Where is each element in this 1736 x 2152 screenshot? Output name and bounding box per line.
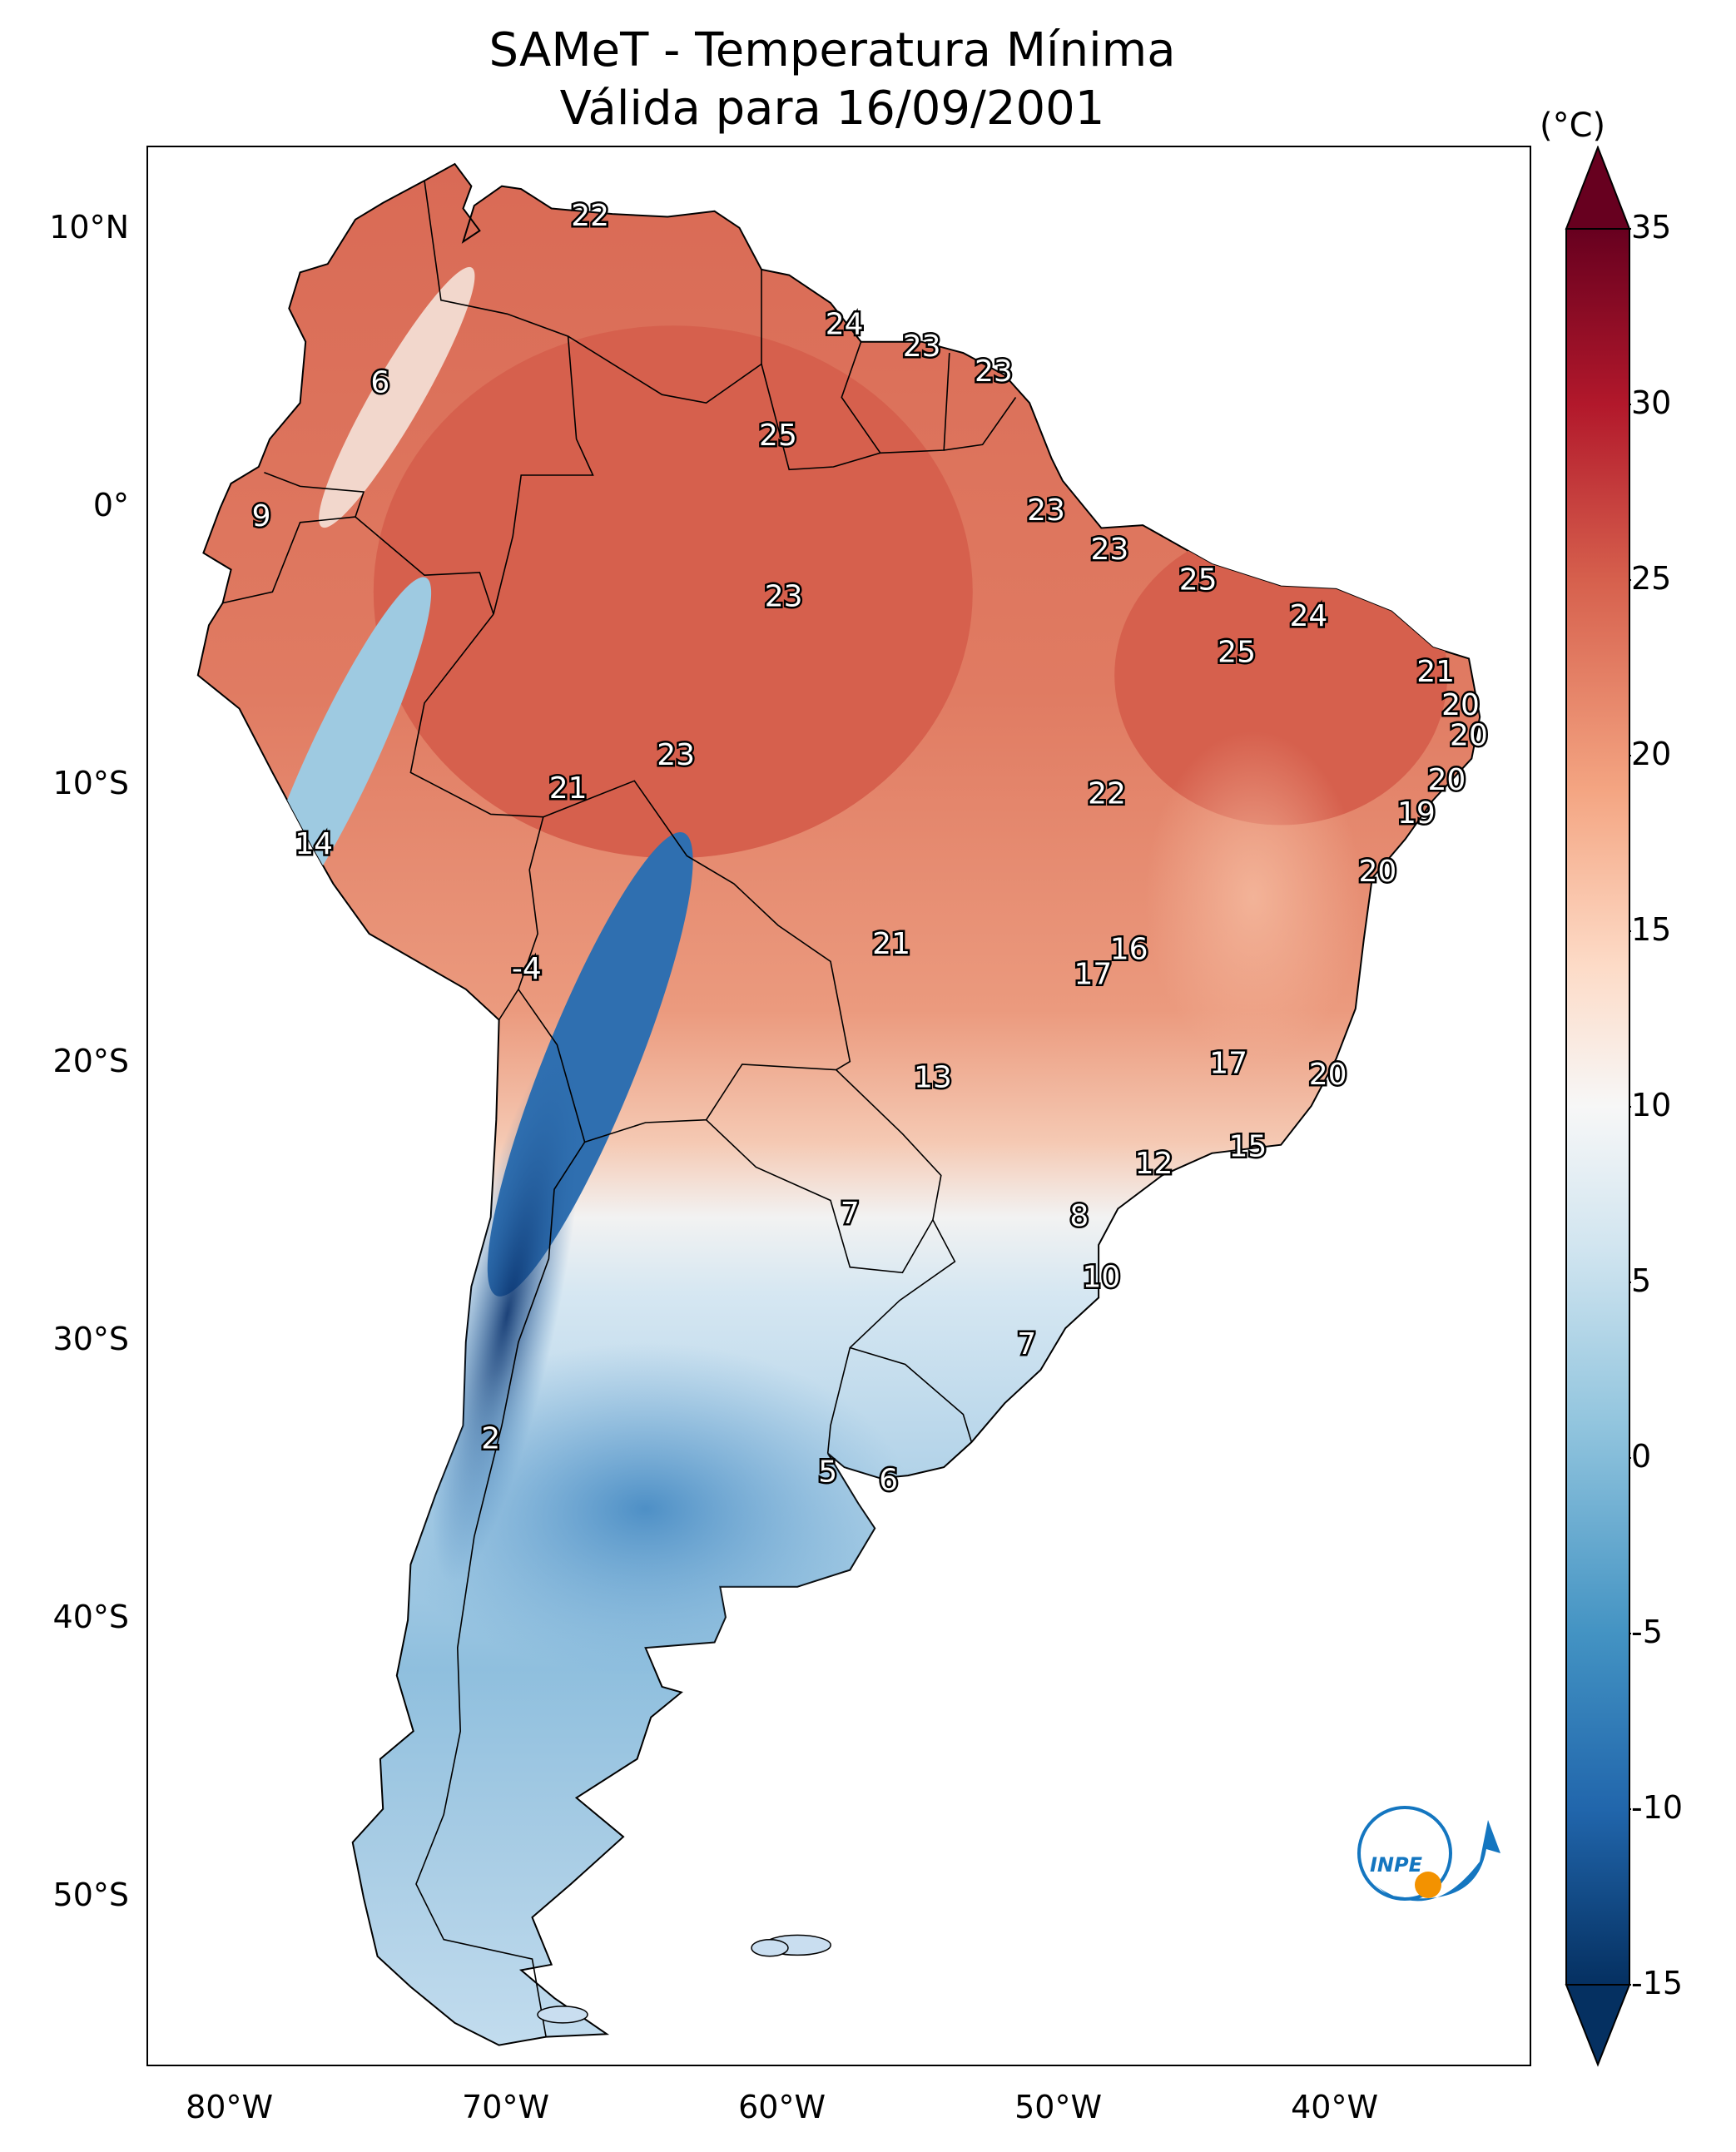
country-border — [424, 180, 594, 615]
latitude-tick-label: 20°S — [52, 1042, 129, 1079]
station-value-label: 7 — [841, 1197, 860, 1231]
island — [537, 2006, 588, 2024]
station-value-label: 5 — [818, 1455, 837, 1489]
colorbar-tick-label: 10 — [1631, 1087, 1672, 1123]
longitude-tick-label: 70°W — [462, 2089, 550, 2125]
country-border — [415, 1141, 586, 2037]
latitude-tick-label: 30°S — [52, 1320, 129, 1357]
station-value-label: 6 — [370, 365, 389, 399]
inpe-logo: INPE — [1357, 1806, 1500, 1902]
station-value-label: 8 — [1069, 1199, 1089, 1233]
latitude-tick-label: 0° — [92, 487, 129, 524]
station-value-label: 2 — [481, 1421, 500, 1455]
station-value-label: -4 — [512, 952, 542, 986]
station-value-label: 17 — [1074, 958, 1113, 992]
colorbar-unit: (°C) — [1540, 107, 1606, 145]
station-value-label: 6 — [879, 1463, 898, 1497]
colombia-andes-cool-zone — [319, 266, 475, 528]
bahia-mild-zone — [1145, 731, 1362, 1064]
country-border — [880, 353, 950, 454]
colorbar-bottom-extend — [1565, 1984, 1631, 2067]
colorbar-body — [1565, 228, 1630, 1986]
station-value-label: 23 — [975, 355, 1013, 389]
station-value-label: 20 — [1309, 1058, 1347, 1092]
colorbar-tick-label: -10 — [1631, 1789, 1684, 1826]
station-value-label: 7 — [1017, 1327, 1036, 1361]
station-value-label: 13 — [914, 1060, 952, 1094]
country-border — [944, 397, 1017, 451]
colorbar-tick-label: 5 — [1631, 1262, 1652, 1299]
colorbar — [1565, 146, 1631, 2067]
colorbar-tick-label: 15 — [1631, 911, 1672, 948]
station-value-label: 22 — [571, 199, 609, 233]
station-value-label: 24 — [1289, 599, 1327, 633]
station-value-label: 23 — [1090, 533, 1128, 567]
logo-orange-dot — [1415, 1872, 1441, 1898]
country-border — [355, 516, 494, 615]
colorbar-tick-label: 30 — [1631, 384, 1672, 421]
country-border — [518, 989, 836, 1143]
station-value-label: 9 — [252, 499, 271, 533]
station-value-label: 20 — [1427, 763, 1466, 797]
station-value-label: 23 — [765, 580, 803, 614]
longitude-tick-label: 60°W — [738, 2089, 826, 2125]
station-value-label: 21 — [872, 927, 910, 961]
colorbar-tick-label: -15 — [1631, 1965, 1684, 2001]
station-value-label: 20 — [1358, 855, 1396, 889]
station-value-label: 25 — [1179, 563, 1218, 598]
latitude-tick-label: 50°S — [52, 1876, 129, 1913]
longitude-tick-label: 80°W — [186, 2089, 274, 2125]
station-value-label: 10 — [1082, 1261, 1120, 1295]
station-value-label: 16 — [1110, 933, 1148, 967]
station-value-label: 24 — [826, 307, 864, 341]
islands — [537, 1934, 831, 2024]
station-value-label: 23 — [903, 330, 941, 364]
station-value-label: 12 — [1135, 1147, 1173, 1181]
colorbar-top-extend — [1565, 146, 1631, 230]
amazon-warm-zone — [373, 325, 973, 859]
longitude-tick-label: 40°W — [1291, 2089, 1379, 2125]
station-value-label: 17 — [1209, 1047, 1247, 1081]
latitude-tick-label: 10°N — [49, 209, 129, 246]
island — [751, 1939, 789, 1957]
station-value-label: 25 — [759, 419, 797, 453]
station-value-label: 25 — [1218, 635, 1256, 669]
station-value-label: 15 — [1228, 1130, 1267, 1164]
northeast-warm-zone — [1114, 525, 1448, 826]
station-value-label: 19 — [1397, 796, 1436, 831]
country-border — [706, 1069, 942, 1274]
country-border — [761, 341, 882, 471]
station-value-label: 14 — [295, 827, 333, 861]
country-border — [826, 1219, 956, 1454]
colorbar-tick-label: -5 — [1631, 1614, 1663, 1650]
station-value-label: 21 — [549, 771, 588, 806]
latitude-tick-label: 40°S — [52, 1598, 129, 1635]
country-border — [850, 1346, 973, 1443]
logo-text: INPE — [1370, 1853, 1423, 1877]
map-title-line-2: Válida para 16/09/2001 — [559, 82, 1105, 136]
logo-arrow — [1371, 1820, 1500, 1902]
country-border — [543, 780, 851, 1071]
country-borders — [222, 180, 1017, 2037]
longitude-tick-label: 50°W — [1014, 2089, 1103, 2125]
station-value-label: 23 — [1027, 493, 1065, 528]
colorbar-tick-label: 35 — [1631, 209, 1672, 245]
colorbar-tick-label: 20 — [1631, 736, 1672, 772]
map-area: 22 6 24 23 23 25 9 23 23 25 24 23 25 21 20 20 23 21 22 20 19… — [146, 146, 1531, 2066]
country-border — [568, 269, 762, 404]
station-value-label: 20 — [1450, 719, 1488, 753]
colorbar-tick-label: 0 — [1631, 1438, 1652, 1475]
map-title-line-1: SAMeT - Temperatura Mínima — [489, 23, 1176, 77]
latitude-tick-label: 10°S — [52, 765, 129, 801]
station-value-label: 21 — [1416, 655, 1455, 689]
colorbar-tick-label: 25 — [1631, 560, 1672, 597]
patagonia-cool-zone — [379, 1342, 912, 1676]
country-border — [222, 471, 365, 604]
station-value-label: 22 — [1088, 777, 1126, 811]
station-value-label: 20 — [1441, 688, 1480, 722]
station-value-label: 23 — [657, 738, 695, 772]
